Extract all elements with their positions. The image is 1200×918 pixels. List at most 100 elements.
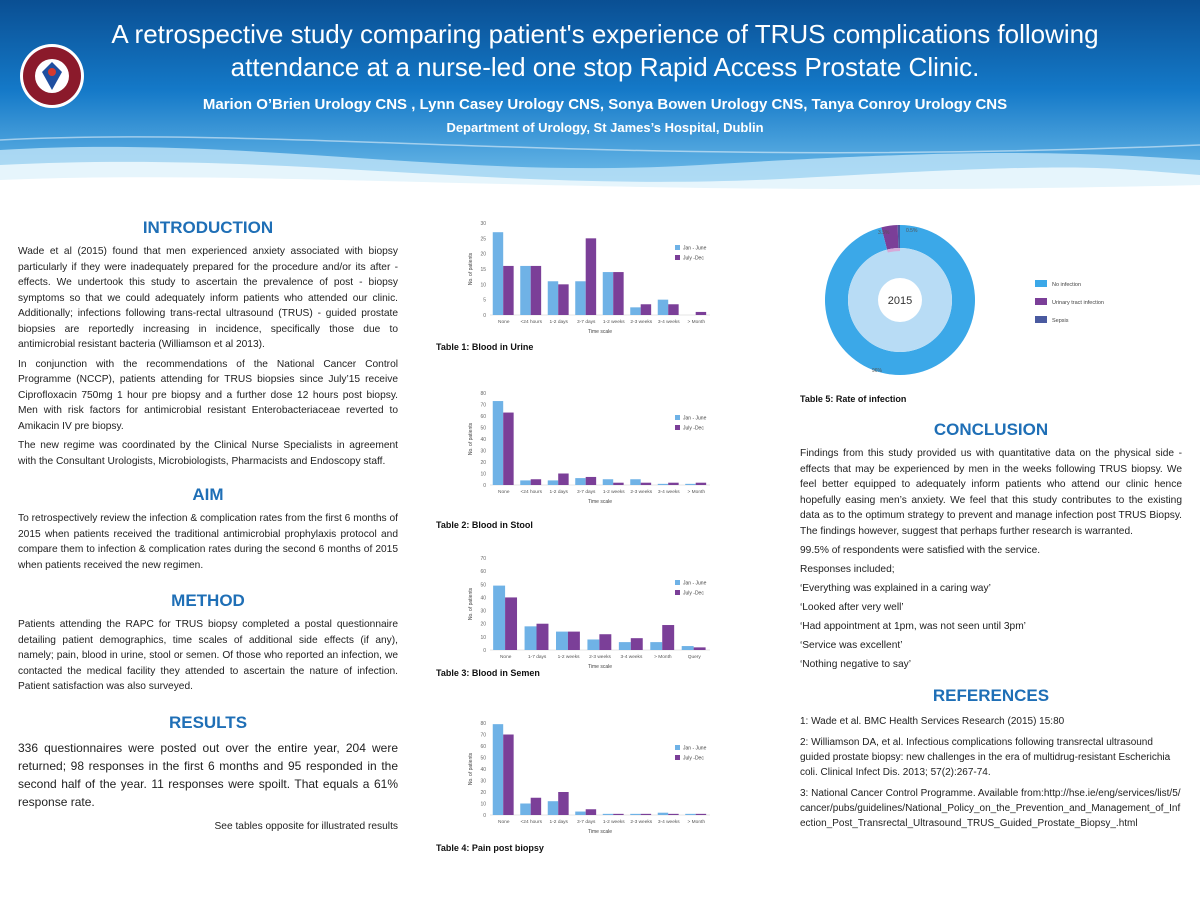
y-axis-label: No. of patients [468,252,474,285]
legend-label: Jan - June [683,581,707,587]
legend-label: Jan - June [683,416,707,422]
x-tick-label: 3-7 days [577,319,596,325]
bar-jan-june [520,480,531,485]
y-tick-label: 20 [480,790,486,796]
legend-swatch [675,245,680,250]
x-tick-label: 1-7 days [528,654,547,660]
authors: Marion O’Brien Urology CNS , Lynn Casey … [202,96,1008,113]
conclusion-paragraph: Findings from this study provided us wit… [800,448,1182,537]
y-tick-label: 10 [480,802,486,808]
results-heading: RESULTS [168,712,248,732]
bar-july-dec [585,809,597,815]
y-tick-label: 60 [480,414,486,420]
bar-july-dec [558,284,569,315]
bar-july-dec [693,647,706,650]
legend-label: July -Dec [683,256,704,262]
intro-paragraph-3: The new regime was coordinated by the Cl… [18,440,398,467]
bar-jan-june [575,478,586,485]
left-column: INTRODUCTION Wade et al (2015) found tha… [18,218,398,834]
x-tick-label: 3-4 weeks [620,654,642,660]
legend-swatch [675,590,680,595]
y-tick-label: 10 [480,282,486,288]
quote-1: ‘Everything was explained in a caring wa… [800,583,991,594]
bar-july-dec [599,634,612,650]
bar-jan-june [618,642,631,650]
y-tick-label: 10 [480,472,486,478]
y-tick-label: 40 [480,437,486,443]
right-column: CONCLUSION Findings from this study prov… [800,420,1182,831]
bar-jan-june [630,813,641,815]
bar-july-dec [695,482,707,485]
y-tick-label: 50 [480,756,486,762]
x-tick-label: 1-2 weeks [603,489,625,495]
results-paragraph: 336 questionnaires were posted out over … [18,740,398,809]
x-axis-label: Time scale [588,664,612,670]
chart-rate-of-infection: 2015 3.5% 0.5% 96% No infection Urinary tract… [825,225,1104,375]
y-tick-label: 30 [480,221,486,227]
method-heading: METHOD [171,591,245,610]
bar-july-dec [505,597,518,650]
conclusion-heading: CONCLUSION [933,420,1049,439]
bar-july-dec [668,813,679,815]
y-tick-label: 25 [480,236,486,242]
x-tick-label: > Month [688,489,706,495]
method-paragraph: Patients attending the RAPC for TRUS bio… [18,619,398,692]
intro-paragraph-2: In conjunction with the recommendations … [18,358,398,432]
responses-included: Responses included; [800,564,895,575]
y-tick-label: 70 [480,733,486,739]
bar-july-dec [613,482,624,485]
bar-jan-june [630,479,641,485]
x-tick-label: <24 hours [521,319,543,325]
y-axis-label: No. of patients [468,752,474,785]
slice-sepsis [897,225,900,249]
aim-heading: AIM [192,485,224,504]
bar-july-dec [695,311,707,315]
x-tick-label: 3-4 weeks [658,319,680,325]
bar-july-dec [668,482,679,485]
y-tick-label: 20 [480,252,486,258]
bar-jan-june [547,281,559,315]
y-tick-label: 50 [480,426,486,432]
bar-july-dec [567,631,580,650]
bar-july-dec [503,412,514,485]
bar-jan-june [492,724,504,815]
caption-table-5: Table 5: Rate of infection [800,394,907,404]
y-tick-label: 30 [480,609,486,615]
y-tick-label: 20 [480,460,486,466]
reference-2: 2: Williamson DA, et al. Infectious comp… [800,737,1171,778]
y-tick-label: 80 [480,721,486,727]
bar-jan-june [602,272,614,315]
header-background [0,0,1200,200]
y-tick-label: 0 [483,483,486,489]
x-tick-label: 2-3 weeks [630,819,652,825]
intro-paragraph-1: Wade et al (2015) found that men experie… [18,246,398,350]
reference-3: 3: National Cancer Control Programme. Av… [800,788,1181,829]
bar-jan-june [657,812,669,815]
x-tick-label: 3-4 weeks [658,489,680,495]
bar-jan-june [556,631,568,650]
x-tick-label: <24 hours [521,819,543,825]
quote-4: ‘Service was excellent’ [800,640,903,651]
bar-jan-june [685,813,696,815]
results-see-tables: See tables opposite for illustrated resu… [214,820,398,832]
bar-july-dec [530,479,542,485]
bar-july-dec [613,272,624,315]
bar-jan-june [520,265,531,315]
x-tick-label: 1-2 weeks [603,819,625,825]
x-tick-label: 1-2 days [550,819,569,825]
y-tick-label: 40 [480,595,486,601]
caption-table-2: Table 2: Blood in Stool [436,520,533,530]
x-tick-label: 1-2 weeks [558,654,580,660]
references-heading: REFERENCES [932,686,1050,705]
bar-july-dec [530,797,542,815]
label-sepsis-pct: 0.5% [906,228,918,234]
label-no-infection-pct: 96% [872,368,883,374]
legend-swatch [675,745,680,750]
x-tick-label: Query [688,654,702,660]
bar-july-dec [503,734,514,815]
aim-paragraph: To retrospectively review the infection … [18,513,398,571]
legend-swatch [675,425,680,430]
x-tick-label: 1-2 weeks [603,319,625,325]
x-tick-label: 3-7 days [577,489,596,495]
hospital-logo [18,42,86,110]
